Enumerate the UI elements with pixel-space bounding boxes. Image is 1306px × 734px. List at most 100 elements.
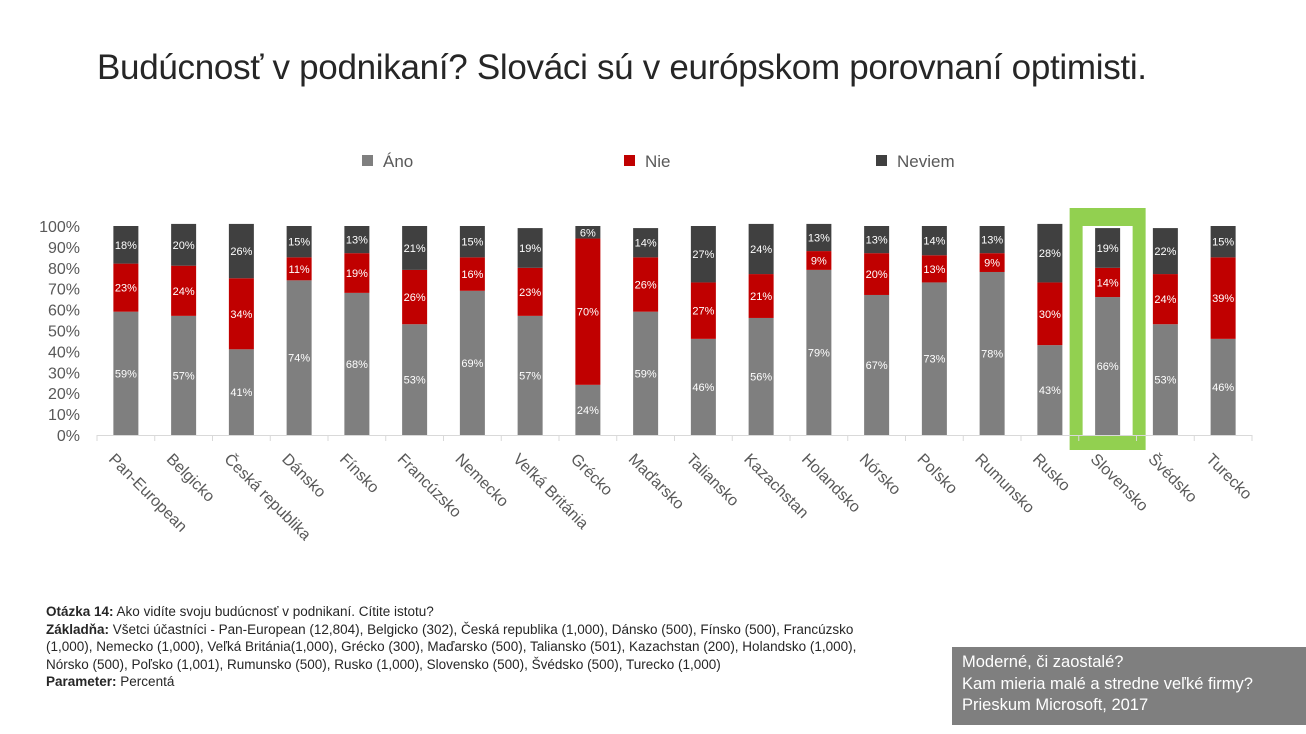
y-tick-label: 40% <box>48 344 80 361</box>
data-label: 13% <box>346 235 368 247</box>
bar-segment <box>1210 338 1236 435</box>
data-label: 74% <box>288 353 310 365</box>
bar-segment <box>806 251 832 270</box>
bar-segment <box>690 226 716 283</box>
bar-segment <box>864 253 890 295</box>
bar-segment <box>113 226 139 264</box>
data-label: 19% <box>346 268 368 280</box>
data-label: 41% <box>230 387 252 399</box>
data-label: 78% <box>981 348 1003 360</box>
bar-segment <box>402 269 428 325</box>
legend-label: Áno <box>383 152 413 171</box>
data-label: 68% <box>346 359 368 371</box>
parameter-line: Parameter: Percentá <box>46 673 866 691</box>
data-label: 6% <box>580 227 596 239</box>
x-category-label: Švédsko <box>1145 449 1202 506</box>
base-label: Základňa: <box>46 621 110 637</box>
bar-segment <box>1037 282 1063 346</box>
data-label: 26% <box>404 292 426 304</box>
data-label: 20% <box>173 240 195 252</box>
data-label: 13% <box>981 235 1003 247</box>
x-category-label: Slovensko <box>1087 451 1151 515</box>
data-label: 13% <box>923 264 945 276</box>
data-label: 70% <box>577 307 599 319</box>
data-label: 57% <box>173 370 195 382</box>
question-text: Ako vidíte svoju budúcnosť v podnikaní. … <box>113 604 434 619</box>
data-label: 43% <box>1039 385 1061 397</box>
bar-segment <box>921 226 947 256</box>
data-label: 14% <box>635 238 657 250</box>
data-label: 21% <box>404 243 426 255</box>
bar-segment <box>459 226 485 258</box>
data-label: 24% <box>577 405 599 417</box>
data-label: 59% <box>115 368 137 380</box>
bar-segment <box>633 311 659 435</box>
bar-segment <box>921 255 947 283</box>
data-label: 20% <box>866 269 888 281</box>
data-label: 22% <box>1154 246 1176 258</box>
parameter-text: Percentá <box>116 674 175 689</box>
data-label: 9% <box>811 255 827 267</box>
bar-segment <box>113 311 139 435</box>
data-label: 21% <box>750 291 772 303</box>
y-tick-label: 50% <box>48 324 80 341</box>
data-label: 19% <box>519 243 541 255</box>
x-category-label: Belgicko <box>163 451 218 506</box>
bar-segment <box>979 253 1005 272</box>
bar-segment <box>228 349 254 435</box>
data-label: 28% <box>1039 248 1061 260</box>
x-category-label: Fínsko <box>336 451 382 497</box>
bar-segment <box>286 280 312 435</box>
x-category-label: Taliansko <box>683 451 742 510</box>
data-label: 23% <box>519 287 541 299</box>
x-category-label: Turecko <box>1202 451 1255 504</box>
x-category-label: Rusko <box>1029 451 1073 495</box>
bar-segment <box>1095 297 1121 435</box>
data-label: 23% <box>115 283 137 295</box>
y-tick-label: 30% <box>48 365 80 382</box>
data-label: 39% <box>1212 293 1234 305</box>
data-label: 27% <box>692 306 714 318</box>
bar-segment <box>344 292 370 435</box>
data-label: 53% <box>1154 375 1176 387</box>
bar-segment <box>286 226 312 258</box>
data-label: 59% <box>635 368 657 380</box>
bar-segment <box>517 267 543 316</box>
bar-segment <box>979 226 1005 254</box>
footnote: Otázka 14: Ako vidíte svoju budúcnosť v … <box>46 603 866 691</box>
data-label: 66% <box>1097 361 1119 373</box>
bar-segment <box>575 238 601 385</box>
bar-segment <box>1037 345 1063 435</box>
bar-segment <box>1095 228 1121 268</box>
y-tick-label: 90% <box>48 240 80 257</box>
chart-title: Budúcnosť v podnikaní? Slováci sú v euró… <box>97 48 1147 87</box>
infobox-line-2: Kam mieria malé a stredne veľké firmy? <box>962 674 1253 693</box>
bar-segment <box>1210 257 1236 339</box>
bar-segment <box>171 315 197 435</box>
x-category-label: Maďarsko <box>625 451 687 513</box>
data-label: 19% <box>1097 243 1119 255</box>
legend-swatch <box>624 155 635 166</box>
bar-segment <box>748 274 774 318</box>
data-label: 46% <box>692 382 714 394</box>
data-label: 69% <box>461 358 483 370</box>
bar-segment <box>402 324 428 435</box>
data-label: 67% <box>866 360 888 372</box>
x-category-label: Grécko <box>567 451 616 500</box>
data-label: 26% <box>635 280 657 292</box>
data-label: 27% <box>692 249 714 261</box>
data-label: 15% <box>1212 237 1234 249</box>
bar-segment <box>517 315 543 435</box>
legend-label: Neviem <box>897 152 955 171</box>
bar-segment <box>633 257 659 312</box>
bar-segment <box>344 226 370 254</box>
bar-segment <box>459 290 485 435</box>
data-label: 18% <box>115 240 137 252</box>
bar-segment <box>748 223 774 275</box>
data-label: 73% <box>923 354 945 366</box>
y-tick-label: 100% <box>39 219 80 236</box>
bar-segment <box>1152 274 1178 325</box>
bar-segment <box>806 223 832 252</box>
bar-segment <box>864 294 890 435</box>
infobox-line-3: Prieskum Microsoft, 2017 <box>962 696 1149 714</box>
